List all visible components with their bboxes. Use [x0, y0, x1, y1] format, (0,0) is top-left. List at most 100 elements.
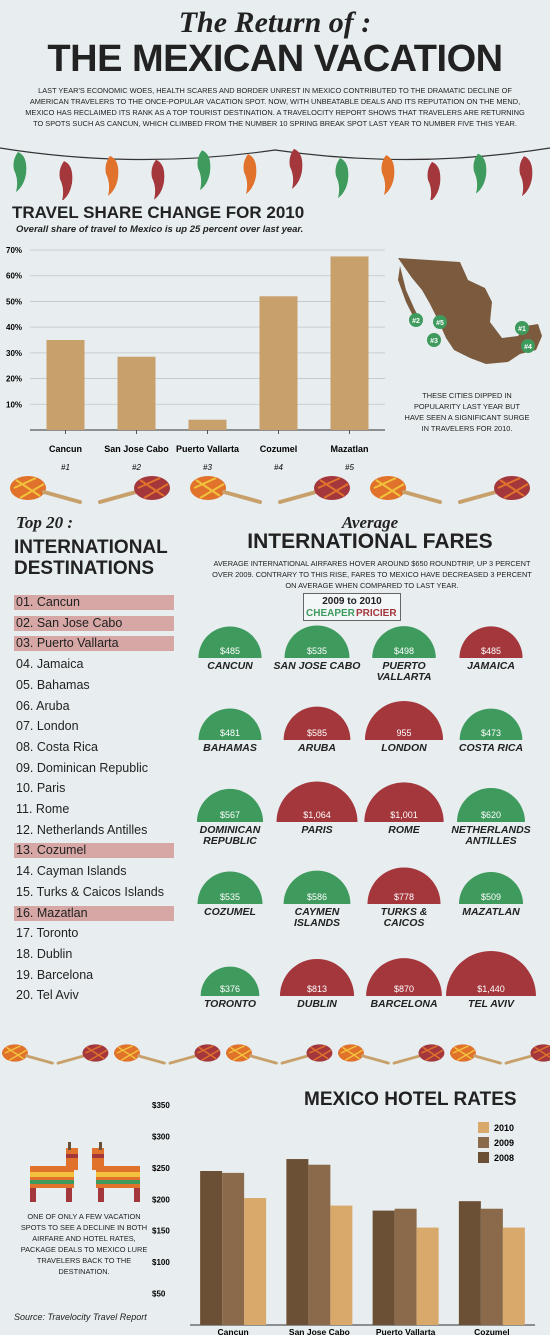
pinata-donkey-icon — [30, 1142, 140, 1202]
maraca-icon — [458, 476, 530, 504]
list-item: 03. Puerto Vallarta — [14, 636, 174, 652]
hotel-bar — [416, 1227, 439, 1325]
legend-swatch — [478, 1137, 489, 1148]
share-bar — [188, 419, 227, 430]
maraca-icon — [450, 1044, 502, 1065]
fare-city-label: JAMAICA — [467, 660, 515, 672]
share-bar-chart: 10% 20% 30% 40% 50% 60% 70% Cancun #1 San Jose Ca… — [6, 246, 385, 470]
list-item: 12. Netherlands Antilles — [16, 822, 148, 837]
top20-heading: INTERNATIONAL DESTINATIONS — [14, 537, 168, 579]
y-tick-label: $150 — [152, 1227, 170, 1236]
fares-legend — [303, 593, 401, 621]
fare-dome — [367, 867, 441, 904]
fare-dome — [284, 625, 350, 658]
share-chart-title: TRAVEL SHARE CHANGE FOR 2010 — [12, 203, 305, 222]
fare-city-label: SAN JOSE CABO — [273, 660, 361, 672]
fare-value-label: $1,001 — [390, 810, 418, 820]
map-note: THESE CITIES DIPPED IN POPULARITY LAST Y… — [404, 391, 530, 433]
maraca-icon — [370, 476, 442, 504]
fare-city-label: MAZATLAN — [462, 906, 520, 918]
fare-city-label: ARUBA — [298, 742, 336, 754]
fare-dome — [198, 708, 262, 740]
maraca-icon — [2, 1044, 54, 1065]
share-chart-subtitle: Overall share of travel to Mexico is up … — [16, 224, 304, 235]
chili-pepper-icon — [151, 159, 165, 200]
legend-swatch — [478, 1152, 489, 1163]
fare-city-label: PUERTO VALLARTA — [376, 660, 432, 683]
chili-pepper-icon — [289, 148, 303, 189]
list-item: 19. Barcelona — [16, 967, 94, 982]
fare-value-label: $1,440 — [477, 984, 505, 994]
map-marker-label: #1 — [518, 326, 526, 333]
fare-city-label: TURKS & CAICOS — [380, 906, 428, 929]
hotel-chart-title: MEXICO HOTEL RATES — [304, 1089, 517, 1110]
hotel-bar — [330, 1205, 353, 1325]
chili-pepper-icon — [427, 161, 441, 200]
fare-city-label: LONDON — [381, 742, 427, 754]
y-tick-label: 20% — [6, 375, 22, 384]
y-tick-label: 10% — [6, 400, 22, 409]
maraca-icon — [10, 476, 82, 504]
maracas-row-bottom — [2, 1044, 550, 1065]
y-tick-label: $350 — [152, 1101, 170, 1110]
y-tick-label: 70% — [6, 246, 22, 255]
maraca-icon — [114, 1044, 166, 1065]
fare-city-label: PARIS — [301, 824, 333, 836]
chili-pepper-icon — [335, 158, 349, 199]
x-tick-label: Puerto Vallarta — [176, 444, 240, 454]
share-bar — [117, 356, 156, 430]
fare-value-label: $586 — [307, 892, 327, 902]
fares-script-title: Average — [341, 513, 399, 532]
fare-dome — [197, 871, 263, 904]
fare-value-label: $481 — [220, 728, 240, 738]
hotel-bar — [394, 1208, 417, 1325]
rank-label: #2 — [132, 463, 141, 470]
y-tick-label: 60% — [6, 272, 22, 281]
chili-pepper-icon — [243, 154, 257, 195]
rank-label: #4 — [274, 463, 283, 470]
fare-value-label: $485 — [220, 646, 240, 656]
rank-label: #3 — [203, 463, 212, 470]
fare-city-label: CAYMEN ISLANDS — [293, 906, 341, 929]
fare-value-label: $778 — [394, 892, 414, 902]
map-marker-label: #2 — [412, 318, 420, 325]
y-tick-label: $250 — [152, 1164, 170, 1173]
fares-legend-cheaper: CHEAPER — [306, 608, 355, 619]
fare-dome — [372, 626, 436, 658]
fare-value-label: $376 — [220, 984, 240, 994]
hotel-bar — [286, 1159, 309, 1325]
y-tick-label: $200 — [152, 1195, 170, 1204]
fare-dome — [457, 788, 525, 822]
fare-dome — [366, 958, 442, 996]
fare-value-label: $498 — [394, 646, 414, 656]
x-tick-label: Puerto Vallarta — [376, 1327, 436, 1335]
chili-pepper-icon — [105, 155, 119, 196]
legend-label: 2009 — [494, 1138, 514, 1148]
fare-city-label: BARCELONA — [370, 998, 438, 1010]
y-tick-label: 40% — [6, 323, 22, 332]
fare-dome — [458, 872, 524, 904]
mexico-map-icon: #1 #2 #3 #4 #5 — [398, 258, 542, 364]
fare-value-label: $585 — [307, 728, 327, 738]
maraca-icon — [168, 1044, 221, 1065]
list-item: 13. Cozumel — [14, 843, 174, 859]
map-marker-label: #4 — [524, 344, 532, 351]
chili-garland — [0, 147, 550, 200]
chili-pepper-icon — [519, 156, 533, 197]
maraca-icon — [338, 1044, 390, 1065]
intro-text: LAST YEAR'S ECONOMIC WOES, HEALTH SCARES… — [25, 86, 525, 128]
fare-dome — [279, 958, 355, 996]
source-note: Source: Travelocity Travel Report — [14, 1312, 147, 1322]
fares-legend-title: 2009 to 2010 — [322, 596, 382, 607]
maraca-icon — [278, 476, 350, 504]
fare-dome — [364, 700, 444, 740]
y-tick-label: $100 — [152, 1258, 170, 1267]
chili-pepper-icon — [197, 150, 211, 191]
hotel-bar — [222, 1172, 245, 1325]
fare-city-label: TORONTO — [203, 998, 257, 1010]
y-tick-label: 50% — [6, 297, 22, 306]
list-item: 11. Rome — [16, 802, 70, 816]
list-item: 09. Dominican Republic — [16, 760, 149, 775]
map-marker — [521, 339, 535, 353]
x-tick-label: Cozumel — [260, 444, 298, 454]
